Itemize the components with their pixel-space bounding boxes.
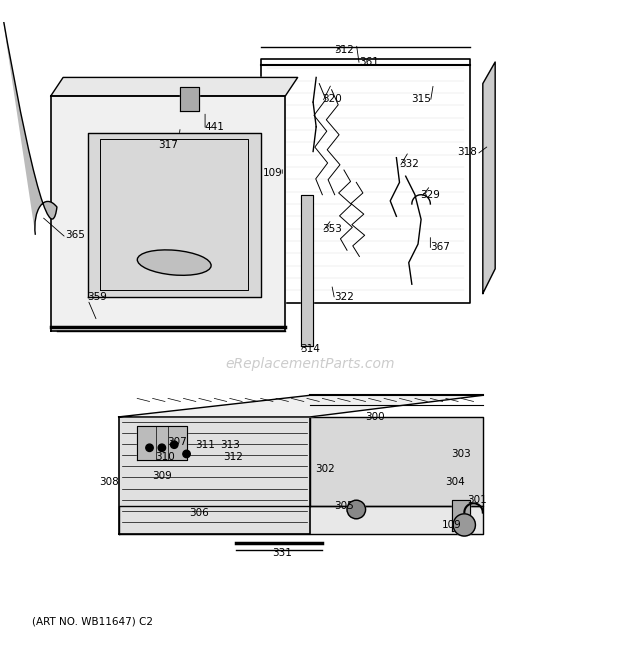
Polygon shape [483, 62, 495, 293]
Text: 331: 331 [272, 548, 292, 558]
Circle shape [158, 444, 166, 451]
Text: 308: 308 [100, 477, 119, 486]
Polygon shape [118, 506, 483, 534]
Text: 315: 315 [411, 94, 431, 104]
Text: 109: 109 [442, 520, 462, 530]
Polygon shape [310, 417, 483, 506]
Text: 314: 314 [300, 344, 320, 354]
Polygon shape [88, 133, 260, 297]
Text: 312: 312 [334, 45, 354, 55]
Text: 311: 311 [195, 440, 215, 449]
Text: 312: 312 [223, 452, 243, 462]
Circle shape [453, 514, 476, 536]
Text: 322: 322 [334, 292, 354, 301]
Text: 301: 301 [467, 495, 487, 505]
Polygon shape [301, 195, 313, 346]
PathPatch shape [35, 202, 57, 237]
Polygon shape [118, 417, 310, 534]
Polygon shape [118, 395, 483, 417]
Circle shape [183, 450, 190, 457]
Text: 310: 310 [155, 452, 175, 462]
Text: 313: 313 [220, 440, 240, 449]
Text: 309: 309 [152, 471, 172, 481]
Circle shape [347, 500, 366, 519]
Text: 303: 303 [451, 449, 471, 459]
Polygon shape [51, 77, 298, 96]
Ellipse shape [137, 250, 211, 276]
Text: eReplacementParts.com: eReplacementParts.com [225, 358, 395, 371]
Text: 441: 441 [205, 122, 224, 132]
Text: 304: 304 [445, 477, 465, 486]
Text: 300: 300 [365, 412, 384, 422]
Text: 109: 109 [263, 168, 283, 178]
Polygon shape [137, 426, 187, 460]
Text: 332: 332 [399, 159, 419, 169]
Polygon shape [51, 96, 285, 330]
Circle shape [146, 444, 153, 451]
Text: 367: 367 [430, 242, 450, 253]
Text: 318: 318 [458, 147, 477, 157]
Text: (ART NO. WB11647) C2: (ART NO. WB11647) C2 [32, 617, 153, 627]
Text: 317: 317 [158, 140, 178, 150]
Text: 353: 353 [322, 223, 342, 233]
Text: 307: 307 [167, 437, 187, 447]
Text: 329: 329 [420, 190, 440, 200]
Text: 306: 306 [189, 508, 209, 518]
Text: 359: 359 [87, 292, 107, 301]
Circle shape [170, 441, 178, 448]
Polygon shape [180, 87, 199, 112]
Text: 361: 361 [359, 57, 379, 67]
Text: 320: 320 [322, 94, 342, 104]
Text: 305: 305 [334, 502, 354, 512]
Text: 302: 302 [316, 465, 335, 475]
Polygon shape [452, 500, 471, 531]
Text: 365: 365 [66, 230, 86, 240]
